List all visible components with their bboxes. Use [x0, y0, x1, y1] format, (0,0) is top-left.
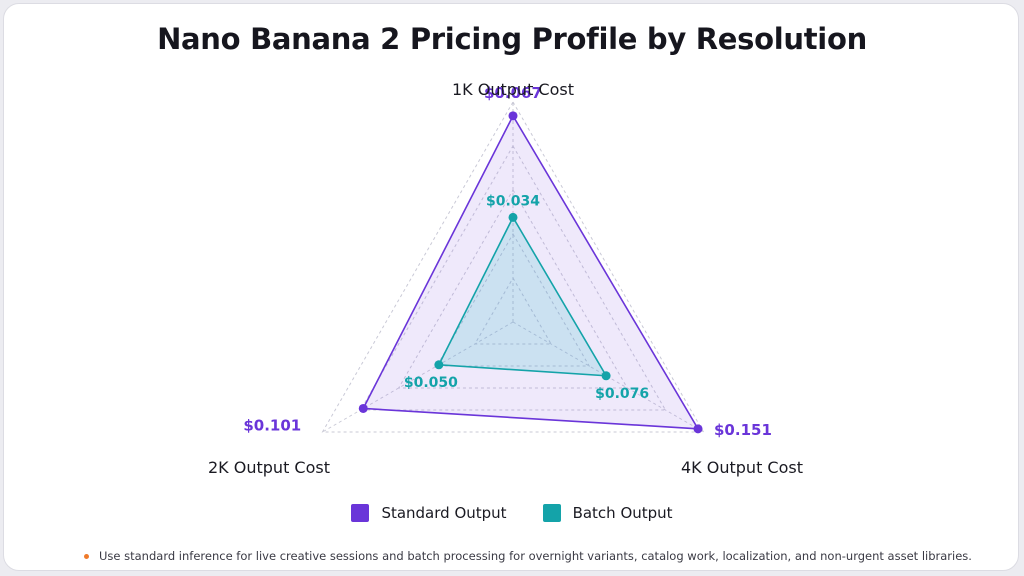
grid-ring-2	[435, 232, 591, 367]
value-label-batch-2: $0.076	[595, 386, 649, 402]
point-standard-2	[693, 424, 703, 434]
legend-item-standard[interactable]: Standard Output	[351, 504, 507, 522]
point-standard-1	[508, 111, 518, 121]
point-standard-3	[358, 403, 368, 413]
point-batch-3	[434, 360, 444, 370]
radar-chart: $0.067 $0.151 $0.101 $0.034 $0.076 $0.050 1K O…	[208, 80, 803, 477]
grid-ring-4	[359, 145, 667, 411]
footnote-bullet-icon	[84, 553, 89, 559]
axis-label-2: 4K Output Cost	[681, 458, 803, 477]
value-label-standard-2: $0.151	[714, 421, 772, 439]
value-label-batch-3: $0.050	[404, 375, 458, 391]
grid-spoke-3	[322, 321, 514, 433]
series-area-standard	[361, 114, 700, 430]
axis-label-3: 2K Output Cost	[208, 458, 330, 477]
radar-series	[358, 111, 703, 434]
value-label-standard-3: $0.101	[243, 416, 301, 434]
series-area-batch	[437, 215, 608, 377]
radar-labels: $0.067 $0.151 $0.101 $0.034 $0.076 $0.050 1K O…	[208, 80, 803, 477]
axis-label-1: 1K Output Cost	[452, 80, 574, 99]
legend: Standard Output Batch Output	[4, 504, 1018, 522]
footnote-text: Use standard inference for live creative…	[99, 549, 972, 563]
value-label-batch-1: $0.034	[486, 193, 540, 209]
footnote: Use standard inference for live creative…	[84, 549, 972, 563]
legend-swatch-standard	[351, 504, 370, 522]
value-label-standard-1: $0.067	[484, 84, 542, 102]
grid-ring-1	[474, 276, 552, 345]
legend-label-standard: Standard Output	[381, 504, 507, 522]
legend-swatch-batch	[542, 504, 561, 522]
chart-card: Nano Banana 2 Pricing Profile by Resolut…	[3, 3, 1019, 571]
chart-title: Nano Banana 2 Pricing Profile by Resolut…	[157, 22, 867, 56]
point-batch-1	[508, 212, 518, 222]
legend-label-batch: Batch Output	[572, 504, 673, 522]
point-batch-2	[601, 371, 611, 381]
grid-ring-3	[397, 189, 629, 389]
legend-item-batch[interactable]: Batch Output	[542, 504, 673, 522]
grid-ring-5	[321, 100, 705, 433]
radar-grid	[321, 100, 705, 433]
